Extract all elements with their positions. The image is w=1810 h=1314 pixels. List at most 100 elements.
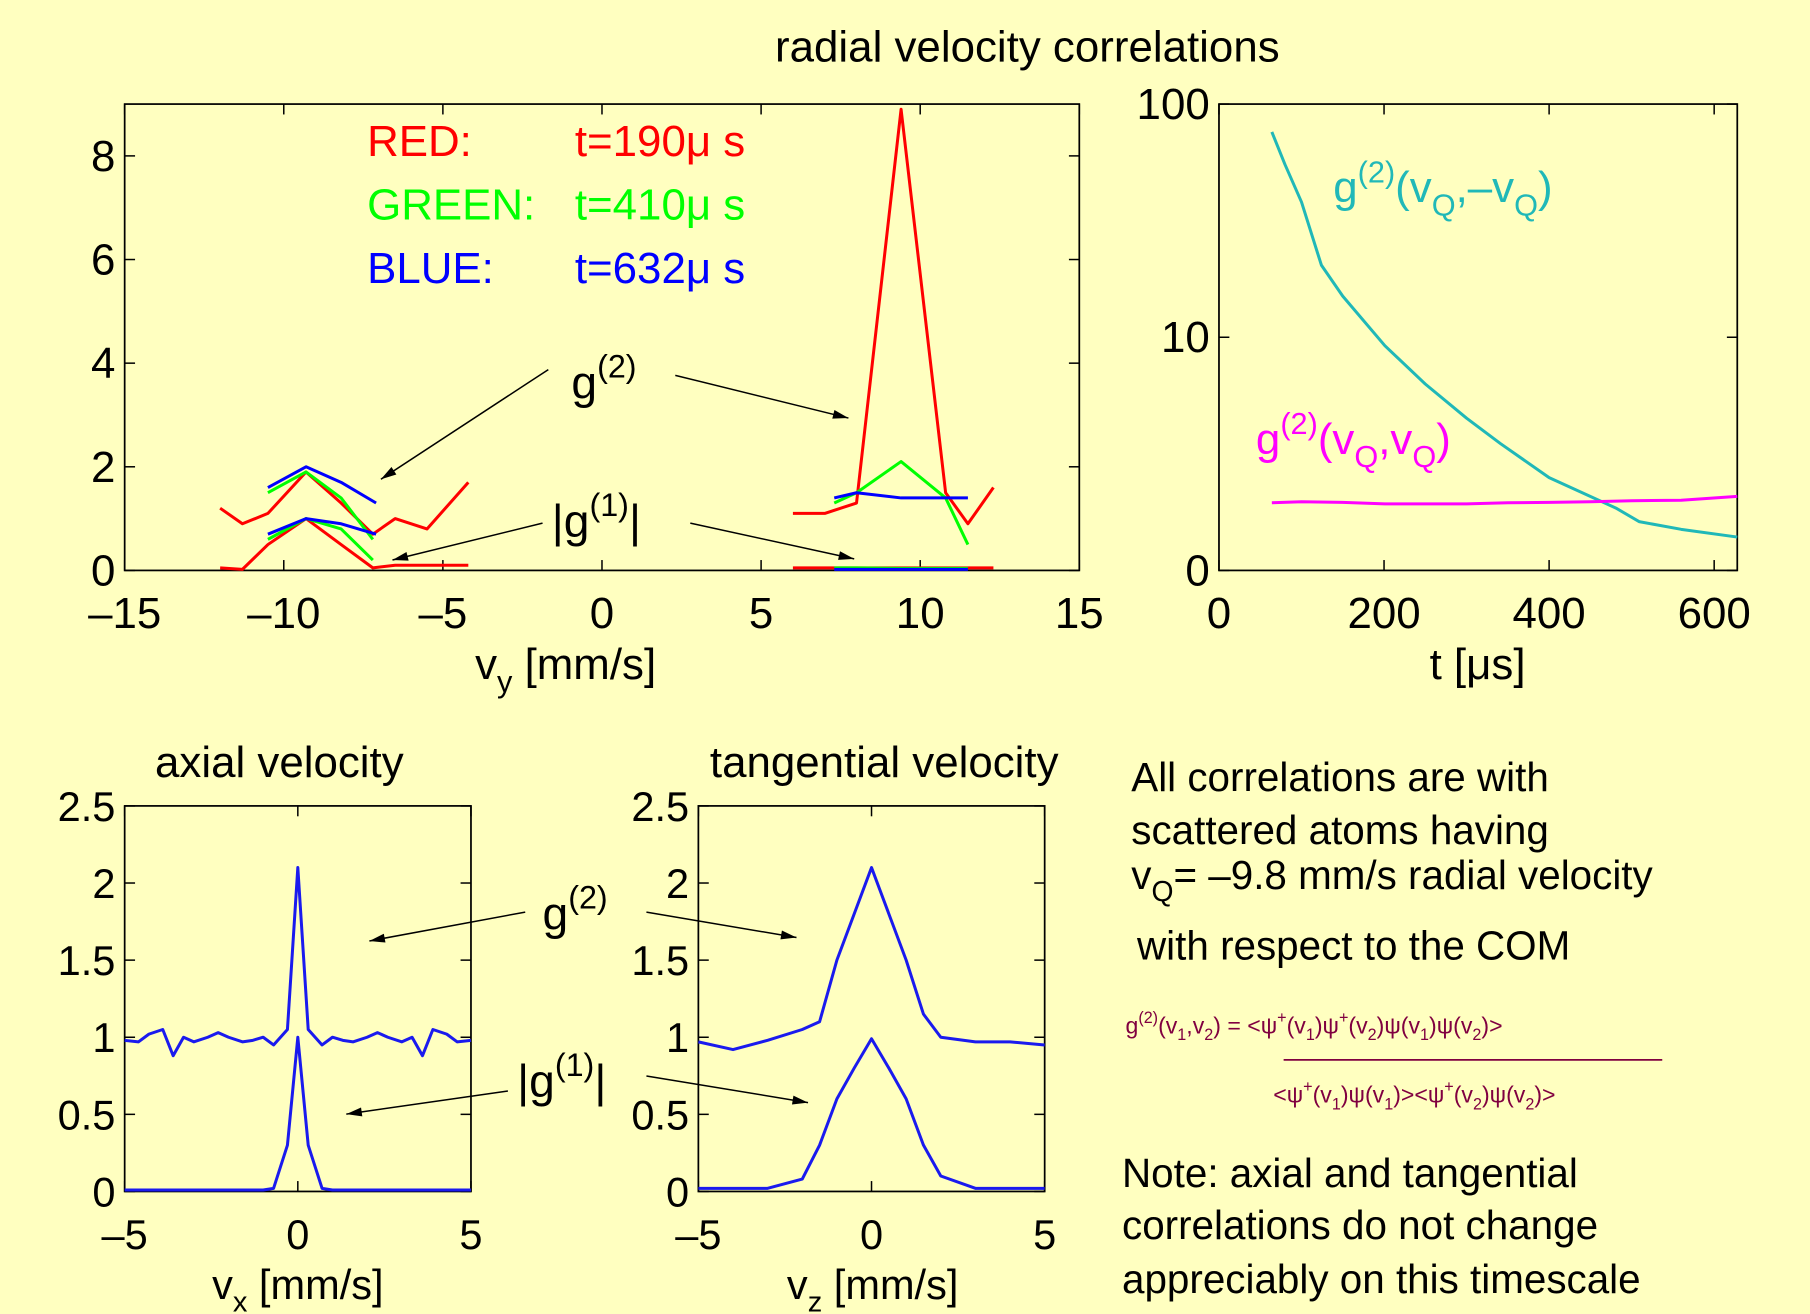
- text-part: )ψ(v: [1377, 1012, 1421, 1038]
- text-part: ) = <ψ: [1213, 1012, 1277, 1038]
- annotation-arrow: [369, 911, 526, 942]
- text-part: y: [497, 664, 513, 699]
- text-part: )ψ(v: [1429, 1012, 1473, 1038]
- arrow-head: [380, 466, 397, 480]
- y-tick-label: 8: [91, 132, 115, 181]
- y-tick-label: 2: [92, 860, 115, 907]
- chart-title: axial velocity: [155, 738, 404, 787]
- annotation-arrow: [690, 522, 855, 560]
- arrow-head: [791, 1095, 809, 1105]
- text-part: (2): [1280, 406, 1318, 441]
- note-text: scattered atoms having: [1131, 807, 1549, 853]
- text-part: |g: [517, 1055, 555, 1107]
- x-tick-label: 0: [286, 1211, 309, 1258]
- y-tick-label: 2.5: [631, 783, 689, 830]
- data-line: [1271, 494, 1738, 506]
- data-line: [267, 465, 968, 505]
- data-line: [124, 866, 472, 1058]
- text-part: +: [1277, 1009, 1286, 1027]
- note-text: appreciably on this timescale: [1122, 1256, 1641, 1302]
- text-part: g: [1125, 1012, 1138, 1038]
- x-tick-label: 0: [1207, 589, 1231, 638]
- legend-label: t=410μ s: [575, 181, 745, 230]
- x-axis-label: t [μs]: [1430, 640, 1526, 689]
- text-part: +: [1444, 1078, 1453, 1096]
- text-part: (2): [597, 349, 637, 385]
- x-tick-label: –5: [675, 1211, 721, 1258]
- annotation: |g(1)|: [552, 487, 641, 547]
- text-part: Q: [1514, 187, 1538, 222]
- text-part: [mm/s]: [512, 640, 656, 689]
- text-part: v: [212, 1261, 233, 1308]
- y-tick-label: 4: [91, 339, 115, 388]
- text-part: 1: [1332, 1095, 1341, 1113]
- y-tick-label: 0: [666, 1168, 689, 1215]
- text-part: )ψ(v: [1341, 1082, 1385, 1108]
- text-part: ,–v: [1456, 163, 1515, 212]
- x-tick-label: 5: [459, 1211, 482, 1258]
- text-part: ): [1436, 415, 1451, 464]
- text-part: +: [1339, 1009, 1348, 1027]
- x-axis-label: vz [mm/s]: [787, 1261, 958, 1314]
- x-tick-label: 0: [860, 1211, 883, 1258]
- y-tick-label: 1.5: [58, 937, 116, 984]
- x-tick-label: –5: [418, 589, 467, 638]
- arrow-head: [346, 1107, 363, 1117]
- data-line: [267, 460, 970, 546]
- text-part: 2: [1472, 1026, 1481, 1044]
- legend-label: RED:: [367, 117, 472, 166]
- x-tick-label: 600: [1678, 589, 1751, 638]
- data-line: [698, 866, 1045, 1052]
- x-tick-label: –5: [102, 1211, 148, 1258]
- x-tick-label: –10: [247, 589, 320, 638]
- y-tick-label: 100: [1137, 80, 1210, 129]
- text-part: = –9.8 mm/s radial velocity: [1173, 852, 1653, 898]
- text-part: |g: [552, 495, 590, 547]
- text-part: )ψ(v: [1482, 1082, 1526, 1108]
- annotation-arrow: [646, 911, 797, 939]
- legend-label: t=632μ s: [575, 244, 745, 293]
- text-part: 2: [1525, 1095, 1534, 1113]
- y-tick-label: 0: [92, 1168, 115, 1215]
- formula: <ψ+(v1)ψ(v1)><ψ+(v2)ψ(v2)>: [1273, 1078, 1555, 1113]
- x-tick-label: 15: [1055, 589, 1104, 638]
- annotation-arrow: [392, 522, 543, 561]
- text-part: 1: [1306, 1026, 1315, 1044]
- annotation-arrow: [346, 1090, 509, 1115]
- text-part: |: [594, 1055, 606, 1107]
- y-tick-label: 10: [1161, 313, 1210, 362]
- text-part: x: [233, 1286, 248, 1314]
- data-line: [124, 1035, 471, 1192]
- note-text: All correlations are with: [1131, 754, 1549, 800]
- text-part: )>: [1481, 1012, 1502, 1038]
- data-line: [1270, 131, 1738, 539]
- text-part: 2: [1204, 1026, 1213, 1044]
- y-tick-label: 0.5: [631, 1091, 689, 1138]
- text-part: [mm/s]: [247, 1261, 383, 1308]
- text-part: ,v: [1378, 415, 1412, 464]
- x-tick-label: 10: [896, 589, 945, 638]
- y-tick-label: 6: [91, 236, 115, 285]
- text-part: |: [629, 495, 641, 547]
- note-text: correlations do not change: [1122, 1202, 1598, 1248]
- text-part: Q: [1151, 875, 1173, 907]
- text-part: z: [808, 1286, 823, 1314]
- annotation-arrow: [380, 368, 549, 480]
- data-line: [219, 107, 995, 536]
- y-tick-label: 2: [91, 443, 115, 492]
- annotation: g(2): [571, 349, 636, 409]
- series-label: g(2)(vQ,vQ): [1256, 406, 1451, 474]
- text-part: (1): [589, 487, 628, 523]
- text-part: (2): [568, 880, 607, 916]
- annotation-arrow: [646, 1075, 809, 1104]
- x-axis-label: vy [mm/s]: [475, 640, 656, 699]
- text-part: )><ψ: [1393, 1082, 1444, 1108]
- text-part: ,v: [1186, 1012, 1204, 1038]
- annotation: g(2): [543, 880, 608, 940]
- note-text: vQ= –9.8 mm/s radial velocity: [1131, 852, 1653, 907]
- text-part: 1: [1420, 1026, 1429, 1044]
- x-tick-label: 5: [1033, 1211, 1056, 1258]
- text-part: 2: [1368, 1026, 1377, 1044]
